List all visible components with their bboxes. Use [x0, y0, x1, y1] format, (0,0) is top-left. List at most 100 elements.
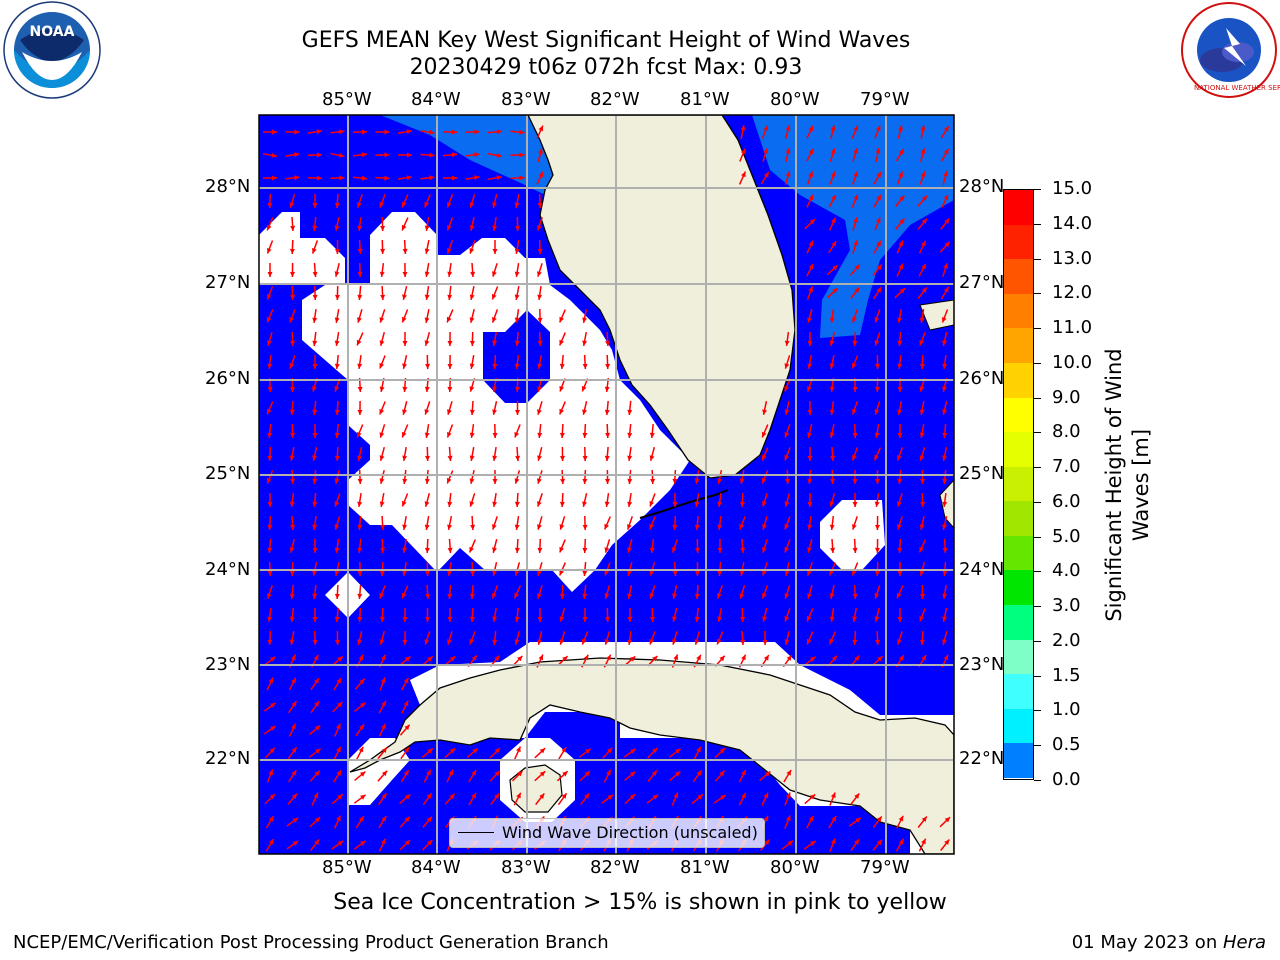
wind-wave-arrow — [760, 171, 770, 185]
wind-wave-arrow — [357, 631, 363, 645]
wind-wave-arrow — [940, 218, 950, 230]
wind-wave-arrow — [513, 746, 522, 760]
wind-wave-arrow — [379, 607, 385, 623]
wind-wave-arrow — [624, 771, 636, 781]
wind-wave-arrow — [514, 331, 520, 347]
wind-wave-arrow — [918, 240, 927, 254]
wind-wave-arrow — [826, 287, 839, 299]
wind-wave-arrow — [650, 607, 655, 623]
wind-wave-arrow — [940, 286, 950, 300]
wind-wave-arrow — [491, 309, 499, 323]
wind-wave-arrow — [442, 152, 458, 158]
colorbar-band — [1004, 535, 1033, 571]
wind-wave-arrow — [559, 539, 566, 553]
colorbar-band — [1004, 639, 1033, 675]
wind-wave-arrow — [852, 217, 858, 231]
wind-wave-arrow — [649, 585, 656, 599]
wind-wave-arrow — [492, 539, 498, 553]
wind-wave-arrow — [357, 400, 363, 416]
wind-wave-arrow — [515, 216, 520, 232]
wind-wave-arrow — [781, 840, 794, 850]
wind-wave-arrow — [402, 262, 408, 278]
wind-wave-arrow — [917, 816, 928, 828]
wind-wave-arrow — [446, 424, 454, 438]
wind-wave-arrow — [534, 770, 546, 782]
wind-wave-arrow — [287, 793, 298, 805]
wind-wave-arrow — [874, 423, 880, 439]
wind-wave-arrow — [333, 815, 342, 829]
wind-wave-arrow — [422, 792, 433, 806]
wind-wave-arrow — [380, 285, 386, 301]
lon-label-top: 80°W — [770, 89, 820, 110]
colorbar-tick-label: 6.0 — [1052, 490, 1081, 512]
wind-wave-arrow — [334, 493, 341, 507]
wind-wave-arrow — [312, 492, 318, 508]
footer-credit: NCEP/EMC/Verification Post Processing Pr… — [13, 932, 609, 953]
wind-wave-arrow — [399, 793, 411, 805]
wind-wave-arrow — [377, 792, 388, 806]
colorbar-tick-mark — [1034, 571, 1041, 573]
wind-wave-arrow — [379, 194, 386, 208]
wind-wave-arrow — [605, 607, 611, 623]
wind-wave-arrow — [852, 492, 858, 508]
lon-label-top: 83°W — [501, 89, 551, 110]
wind-wave-arrow — [469, 493, 476, 507]
wind-wave-arrow — [424, 515, 430, 531]
wind-wave-arrow — [740, 538, 746, 554]
wind-wave-arrow — [559, 309, 566, 323]
wind-wave-arrow — [713, 794, 727, 804]
wind-wave-arrow — [377, 747, 388, 759]
wind-wave-arrow — [402, 332, 408, 346]
wind-wave-arrow — [828, 240, 837, 254]
wind-wave-arrow — [424, 469, 430, 485]
wind-wave-arrow — [357, 354, 363, 370]
nws-logo-ring-text: NATIONAL WEATHER SERVICE — [1194, 84, 1280, 92]
wind-wave-arrow — [446, 769, 454, 783]
wind-wave-arrow — [379, 492, 385, 508]
colorbar-tick-mark — [1034, 258, 1041, 260]
wind-wave-arrow — [289, 584, 295, 600]
legend-label: Wind Wave Direction (unscaled) — [502, 823, 758, 842]
wind-wave-arrow — [375, 129, 390, 135]
wind-wave-arrow — [691, 793, 704, 805]
wind-wave-arrow — [830, 125, 836, 139]
wind-wave-arrow — [694, 584, 700, 600]
lon-label-top: 81°W — [680, 89, 730, 110]
wind-wave-arrow — [872, 263, 883, 277]
wind-wave-arrow — [334, 607, 340, 623]
wind-wave-arrow — [290, 262, 295, 278]
wind-wave-arrow — [828, 217, 837, 231]
wind-wave-arrow — [784, 493, 791, 507]
lon-label-bottom: 80°W — [770, 857, 820, 878]
wind-wave-arrow — [604, 539, 611, 553]
lat-label-right: 27°N — [959, 272, 1005, 293]
wind-wave-arrow — [830, 469, 836, 485]
wind-wave-arrow — [649, 631, 656, 645]
no-data-area — [820, 500, 885, 570]
wind-wave-arrow — [357, 239, 363, 255]
wind-wave-arrow — [492, 446, 498, 462]
wind-wave-arrow — [762, 608, 768, 622]
wind-wave-arrow — [380, 538, 386, 554]
wind-wave-arrow — [920, 124, 926, 140]
wind-wave-arrow — [487, 129, 503, 135]
wind-wave-arrow — [402, 469, 408, 485]
wind-wave-arrow — [356, 746, 364, 760]
wind-wave-arrow — [312, 608, 318, 622]
wind-wave-arrow — [807, 515, 813, 531]
wind-wave-arrow — [492, 240, 498, 254]
wind-wave-arrow — [397, 175, 413, 181]
wind-wave-arrow — [784, 401, 790, 415]
lat-label-right: 25°N — [959, 463, 1005, 484]
wind-wave-arrow — [401, 217, 409, 231]
land-florida — [527, 115, 796, 479]
noaa-logo: NOAA — [0, 0, 104, 100]
wind-wave-arrow — [537, 217, 543, 231]
colorbar-tick-mark — [1034, 780, 1041, 781]
wind-wave-arrow — [897, 308, 903, 324]
wind-wave-arrow — [378, 815, 387, 829]
wind-wave-arrow — [402, 630, 408, 646]
wind-wave-arrow — [266, 309, 274, 323]
wind-wave-arrow — [266, 585, 274, 599]
wind-wave-arrow — [447, 538, 453, 554]
